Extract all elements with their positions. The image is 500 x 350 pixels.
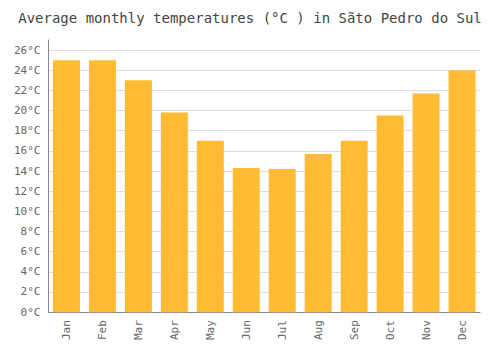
- svg-text:10°C: 10°C: [14, 205, 41, 218]
- svg-text:4°C: 4°C: [21, 265, 41, 278]
- svg-text:26°C: 26°C: [14, 44, 41, 57]
- svg-text:Oct: Oct: [384, 320, 397, 340]
- svg-text:Sep: Sep: [348, 320, 361, 340]
- svg-text:Jun: Jun: [240, 320, 253, 340]
- svg-text:Nov: Nov: [420, 320, 433, 340]
- svg-text:May: May: [204, 320, 217, 340]
- svg-text:Average monthly temperatures (: Average monthly temperatures (°C ) in Sã…: [18, 10, 482, 26]
- svg-text:8°C: 8°C: [21, 225, 41, 238]
- svg-text:0°C: 0°C: [21, 306, 41, 319]
- svg-text:Aug: Aug: [312, 320, 325, 340]
- svg-text:Apr: Apr: [168, 320, 181, 340]
- svg-text:6°C: 6°C: [21, 245, 41, 258]
- svg-text:14°C: 14°C: [14, 165, 41, 178]
- svg-text:Feb: Feb: [96, 320, 109, 340]
- svg-text:18°C: 18°C: [14, 124, 41, 137]
- svg-text:24°C: 24°C: [14, 64, 41, 77]
- svg-text:Dec: Dec: [456, 320, 469, 340]
- svg-text:Jul: Jul: [276, 320, 289, 340]
- svg-text:Mar: Mar: [132, 320, 145, 340]
- svg-text:12°C: 12°C: [14, 185, 41, 198]
- svg-text:22°C: 22°C: [14, 84, 41, 97]
- svg-text:16°C: 16°C: [14, 144, 41, 157]
- svg-text:2°C: 2°C: [21, 285, 41, 298]
- svg-text:Jan: Jan: [60, 320, 73, 340]
- svg-text:20°C: 20°C: [14, 104, 41, 117]
